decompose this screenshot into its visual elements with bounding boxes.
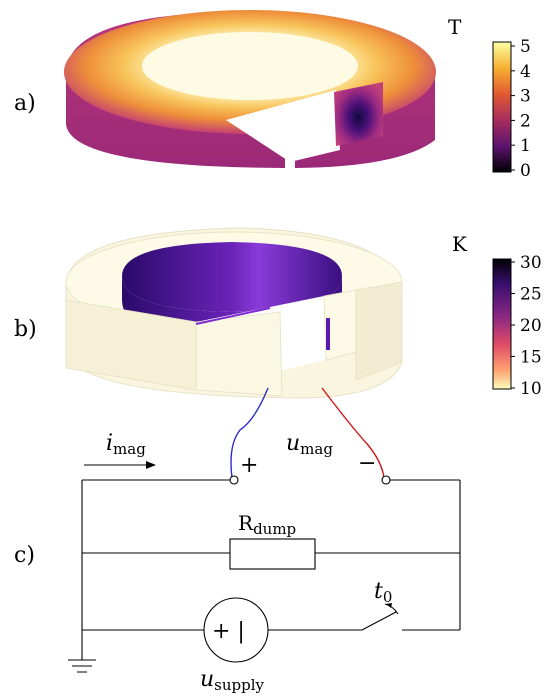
colorbar-b-unit: K [452,232,468,256]
colorbar-a-unit: T [448,15,462,39]
circuit: imag umag + − Rdump + | t0 usupply [68,431,461,694]
lead-blue [230,387,269,479]
label-u-mag: umag [286,431,333,458]
colorbar-a-gradient [492,41,512,173]
colorbar-a: T 5 4 3 2 1 0 [448,15,531,181]
ring-a [64,10,436,168]
label-r-dump: Rdump [238,511,296,538]
colorbar-b-gradient [492,258,512,390]
colorbar-b-tick-label: 15 [520,348,542,368]
colorbar-b: K 30 25 20 15 10 [452,232,542,399]
colorbar-a-tick-label: 4 [520,62,531,82]
label-plus: + [240,453,258,478]
label-t0: t0 [374,579,392,606]
colorbar-b-tick-label: 30 [520,253,542,273]
colorbar-a-tick-label: 5 [520,37,531,57]
terminal-minus [381,475,391,485]
label-minus: − [358,451,376,476]
colorbar-a-tick-label: 0 [520,161,531,181]
panel-label-b: b) [14,317,37,342]
panel-label-c: c) [14,543,35,568]
colorbar-b-tick-label: 25 [520,285,542,305]
colorbar-a-tick-label: 1 [520,136,531,156]
switch-blade [361,611,397,631]
colorbar-b-tick-label: 10 [520,379,542,399]
lead-red [321,387,385,479]
label-source-sign: + | [212,619,245,644]
terminal-plus [229,475,239,485]
ground-symbol [68,659,96,673]
colorbar-a-tick-label: 2 [520,111,531,131]
current-arrow [146,461,156,469]
label-u-supply: usupply [200,667,265,694]
panel-label-a: a) [14,91,36,116]
resistor-dump [229,538,316,570]
colorbar-b-tick-label: 20 [520,316,542,336]
label-i-mag: imag [106,431,146,458]
ring-b [65,227,403,399]
cut-face-a [334,82,383,146]
colorbar-a-tick-label: 3 [520,87,531,107]
